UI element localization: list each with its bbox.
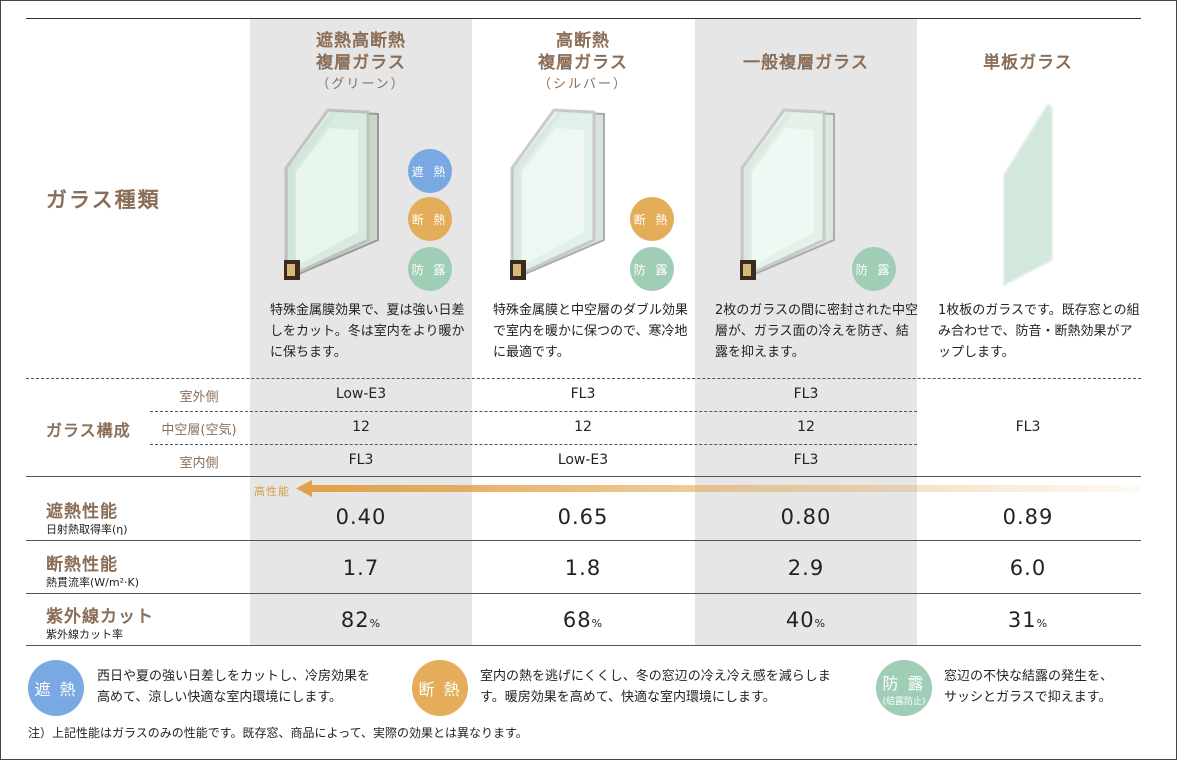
double-glass-green-image (284, 108, 379, 281)
legend-text-shade: 西日や夏の強い日差しをカットし、冷房効果を 高めて、涼しい快適な室内環境にします… (97, 669, 371, 705)
row-title-composition: ガラス構成 (46, 421, 131, 440)
comp-col1-outdoor: Low-E3 (335, 386, 387, 402)
badge-insulation-col1: 断 熱 (408, 197, 452, 241)
divider-dashed-2 (150, 444, 917, 445)
divider-dashed-1 (150, 411, 917, 412)
description-col1: 特殊金属膜効果で、夏は強い日差しをカット。冬は室内をより暖かに保ちます。 (270, 303, 465, 360)
description-col2: 特殊金属膜と中空層のダブル効果で室内を暖かに保つので、寒冷地に最適です。 (493, 303, 689, 360)
perf-shade-col2: 0.65 (557, 505, 609, 529)
badge-dew-col3: 防 露 (852, 247, 896, 291)
perf-insulation-name: 断熱性能 (46, 555, 118, 575)
perf-shade-col1: 0.40 (335, 505, 387, 529)
footnote: 注）上記性能はガラスのみの性能です。既存窓、商品によって、実際の効果とは異なりま… (28, 726, 528, 740)
comp-col3-indoor: FL3 (793, 452, 819, 468)
label-outdoor-side: 室外側 (179, 390, 219, 405)
high-performance-arrow (296, 480, 1141, 497)
perf-uv-name: 紫外線カット (46, 607, 154, 627)
perf-insulation-col3: 2.9 (787, 556, 825, 580)
perf-uv-col4: 31% (1007, 608, 1049, 632)
perf-uv-sub: 紫外線カット率 (46, 628, 123, 641)
comp-col1-indoor: FL3 (348, 452, 374, 468)
comp-col1-air: 12 (352, 419, 370, 435)
divider-solid-composition (26, 476, 1141, 477)
divider-perf-2 (26, 593, 1141, 594)
comp-col4-single: FL3 (1015, 419, 1041, 435)
badge-shade-col1: 遮 熱 (408, 149, 452, 193)
legend-badge-shade: 遮 熱 (28, 660, 84, 716)
description-col3: 2枚のガラスの間に密封された中空層が、ガラス面の冷えを防ぎ、結露を抑えます。 (715, 303, 919, 360)
perf-insulation-sub: 熱貫流率(W/m²·K) (46, 576, 140, 589)
badge-insulation-col2: 断 熱 (630, 197, 674, 241)
double-glass-silver-image (510, 108, 605, 281)
legend-text-dew: 窓辺の不快な結露の発生を、 サッシとガラスで抑えます。 (944, 669, 1114, 705)
single-glass-image (1003, 102, 1053, 287)
perf-insulation-col2: 1.8 (564, 556, 602, 580)
top-rule (26, 18, 1141, 19)
comp-col2-outdoor: FL3 (570, 386, 596, 402)
legend-badge-insulation: 断 熱 (412, 660, 468, 716)
badge-dew-col2: 防 露 (630, 247, 674, 291)
perf-uv-col1: 82% (340, 608, 382, 632)
perf-insulation-col4: 6.0 (1009, 556, 1047, 580)
perf-shade-name: 遮熱性能 (46, 502, 118, 522)
column-header-4: 単板ガラス (983, 53, 1073, 73)
double-glass-standard-image (740, 108, 835, 281)
comp-col2-indoor: Low-E3 (557, 452, 609, 468)
perf-insulation-col1: 1.7 (342, 556, 380, 580)
row-title-glass-type: ガラス種類 (46, 188, 161, 212)
column-header-1: 遮熱高断熱 複層ガラス （グリーン） (316, 31, 406, 92)
comp-col2-air: 12 (574, 419, 592, 435)
column-header-2: 高断熱 複層ガラス （シルバー） (537, 31, 628, 92)
perf-uv-col3: 40% (785, 608, 827, 632)
divider-perf-3 (26, 645, 1141, 646)
perf-uv-col2: 68% (562, 608, 604, 632)
column-header-3: 一般複層ガラス (743, 53, 869, 73)
legend-text-insulation: 室内の熱を逃げにくくし、冬の窓辺の冷え冷え感を減らしま す。暖房効果を高めて、快… (480, 669, 831, 705)
label-indoor-side: 室内側 (179, 456, 219, 471)
comp-col3-air: 12 (797, 419, 815, 435)
badge-dew-col1: 防 露 (408, 247, 452, 291)
divider-dashed-top (26, 378, 1141, 379)
label-air-layer: 中空層(空気) (161, 423, 237, 438)
perf-shade-col4: 0.89 (1002, 505, 1054, 529)
arrow-label: 高性能 (254, 485, 290, 498)
description-col4: 1枚板のガラスです。既存窓との組み合わせで、防音・断熱効果がアップします。 (938, 303, 1140, 360)
legend-badge-dew: 防 露 (結露防止) (876, 660, 932, 716)
divider-perf-1 (26, 540, 1141, 541)
comp-col3-outdoor: FL3 (793, 386, 819, 402)
perf-shade-sub: 日射熱取得率(η) (46, 523, 128, 536)
perf-shade-col3: 0.80 (780, 505, 832, 529)
